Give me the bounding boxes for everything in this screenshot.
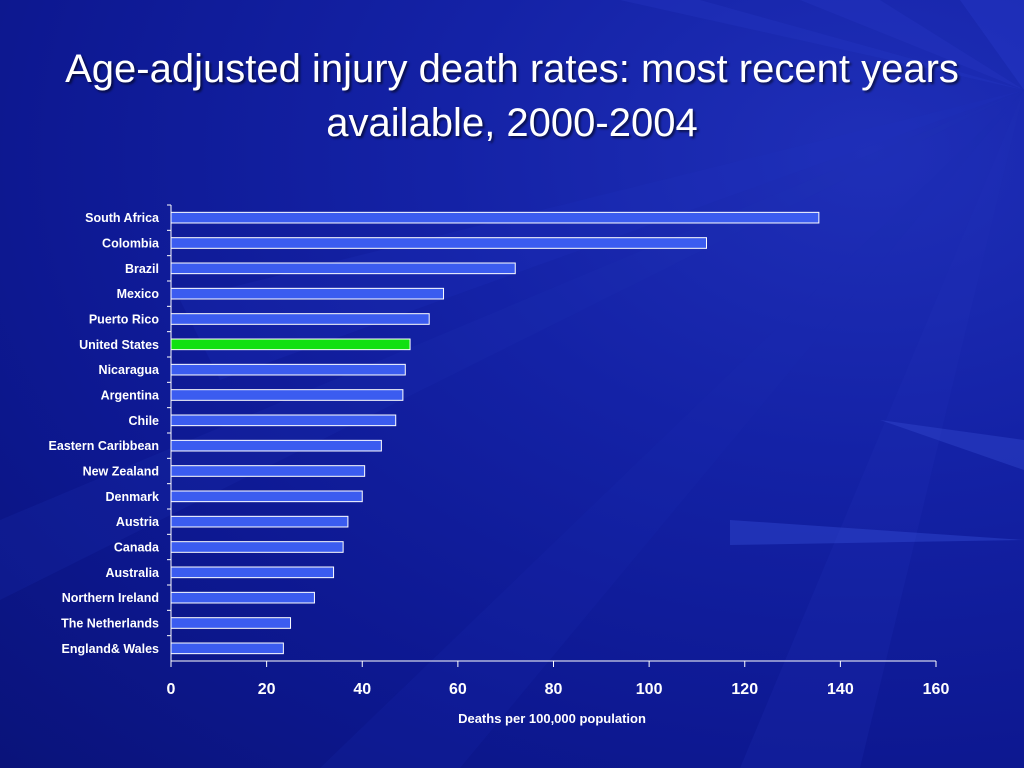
x-tick-label: 140 [827,681,854,698]
category-label: Brazil [125,262,159,276]
bar-chile [170,414,397,427]
bar-mexico [170,287,445,300]
bar-argentina [170,389,404,401]
category-label: Austria [116,515,160,529]
x-tick-label: 60 [449,681,467,698]
x-tick-label: 120 [731,681,758,698]
category-label: England& Wales [62,642,160,656]
category-label: United States [79,338,159,352]
bar-south-africa [170,211,820,224]
bar-the-netherlands [170,617,292,629]
bar-denmark [170,490,363,503]
bar-united-states [170,338,411,351]
bar-puerto-rico [170,313,430,325]
category-label: Colombia [102,237,160,251]
bar-nicaragua [170,363,406,376]
category-label: Nicaragua [99,363,160,377]
category-labels: South Africa Colombia Brazil Mexico Puerto R… [49,211,161,656]
bars [170,211,820,655]
slide-title: Age-adjusted injury death rates: most re… [65,47,959,145]
category-label: Australia [106,566,161,580]
x-tick-label: 160 [923,681,950,698]
category-label: Puerto Rico [89,313,160,327]
category-label: Eastern Caribbean [49,439,159,453]
x-tick-label: 80 [545,681,563,698]
bar-canada [170,541,344,553]
x-tick-label: 40 [353,681,371,698]
bar-australia [170,566,335,579]
category-label: Chile [128,414,159,428]
x-axis-title: Deaths per 100,000 population [458,711,646,726]
bar-brazil [170,262,516,275]
x-tick-label: 0 [167,681,176,698]
category-label: Denmark [106,490,160,504]
category-label: Argentina [101,389,160,403]
x-tick-labels: 0 20 40 60 80 100 120 140 160 [167,681,950,698]
category-label: The Netherlands [61,617,159,631]
axes [167,204,937,667]
category-label: New Zealand [83,465,159,479]
category-label: Mexico [117,287,160,301]
x-tick-label: 100 [636,681,663,698]
category-label: South Africa [85,211,160,225]
category-label: Canada [114,541,160,555]
bar-england-wales [170,642,284,655]
bar-eastern-caribbean [170,439,382,452]
bar-austria [170,515,349,528]
bar-new-zealand [170,465,366,477]
bar-northern-ireland [170,591,315,604]
bar-colombia [170,237,707,249]
category-label: Northern Ireland [62,591,159,605]
x-tick-label: 20 [258,681,276,698]
